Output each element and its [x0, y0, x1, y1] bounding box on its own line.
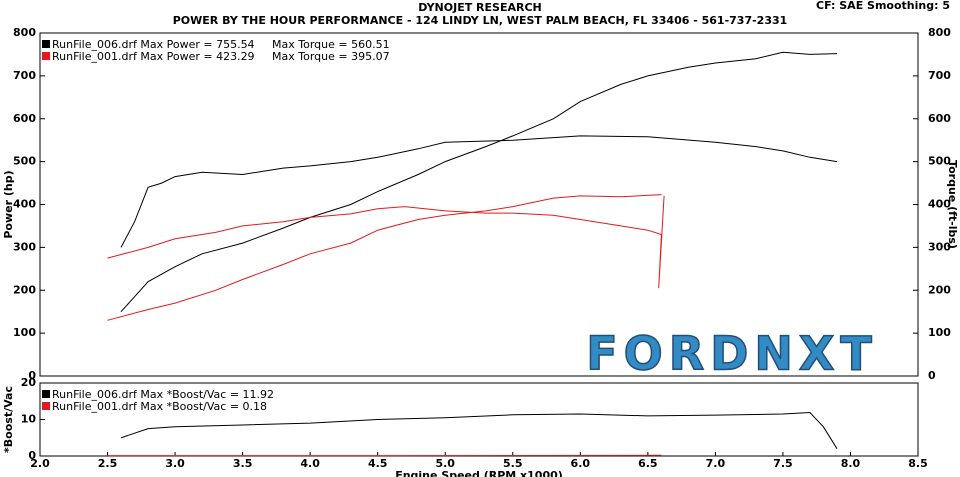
y-tick-label: 0	[28, 449, 36, 462]
y-tick-label: 20	[21, 376, 37, 389]
y-tick-label: 700	[13, 69, 36, 82]
settings: CF: SAE Smoothing: 5	[816, 0, 950, 12]
legend-label: RunFile_001.drf Max Power = 423.29	[52, 50, 255, 63]
x-tick-label: 8.5	[908, 457, 928, 470]
y2-tick-label: 200	[928, 283, 951, 296]
y-tick-label: 500	[13, 155, 36, 168]
y2-tick-label: 300	[928, 240, 951, 253]
legend-swatch	[42, 402, 50, 410]
y-axis-label: *Boost/Vac	[2, 386, 15, 453]
x-axis-label: Engine Speed (RPM x1000)	[395, 469, 563, 477]
x-tick-label: 6.5	[638, 457, 658, 470]
y-tick-label: 800	[13, 26, 36, 39]
legend-swatch	[42, 40, 50, 48]
y-tick-label: 400	[13, 198, 36, 211]
y-tick-label: 200	[13, 283, 36, 296]
y-tick-label: 100	[13, 326, 36, 339]
series-line	[120, 51, 838, 313]
x-tick-label: 2.5	[98, 457, 118, 470]
x-tick-label: 8.0	[841, 457, 861, 470]
y2-tick-label: 700	[928, 69, 951, 82]
legend-label: RunFile_006.drf Max Power = 755.54	[52, 38, 255, 51]
x-tick-label: 4.5	[368, 457, 388, 470]
legend-swatch	[42, 52, 50, 60]
x-tick-label: 6.0	[571, 457, 591, 470]
y-tick-label: 10	[21, 413, 37, 426]
y-axis-label: Power (hp)	[2, 170, 15, 238]
y2-tick-label: 400	[928, 198, 951, 211]
y2-tick-label: 800	[928, 26, 951, 39]
x-tick-label: 3.0	[165, 457, 185, 470]
y2-tick-label: 0	[928, 369, 936, 382]
series-line	[120, 411, 838, 449]
chart-title: DYNOJET RESEARCH	[418, 1, 541, 14]
watermark: FORDNXT	[586, 327, 877, 381]
series-line	[107, 195, 665, 289]
x-tick-label: 2.0	[30, 457, 50, 470]
y-tick-label: 600	[13, 112, 36, 125]
y2-axis-label: Torque (ft-lbs)	[946, 160, 959, 249]
series-line	[120, 135, 838, 248]
legend-label: Max Torque = 560.51	[272, 38, 390, 51]
legend-label: RunFile_006.drf Max *Boost/Vac = 11.92	[52, 388, 274, 401]
legend-label: Max Torque = 395.07	[272, 50, 390, 63]
y-tick-label: 300	[13, 240, 36, 253]
series-line	[107, 194, 662, 321]
x-tick-label: 5.5	[503, 457, 523, 470]
legend-swatch	[42, 390, 50, 398]
y-tick-label: 0	[28, 369, 36, 382]
x-tick-label: 7.5	[773, 457, 793, 470]
y2-tick-label: 500	[928, 155, 951, 168]
y2-tick-label: 100	[928, 326, 951, 339]
x-tick-label: 7.0	[706, 457, 726, 470]
y2-tick-label: 600	[928, 112, 951, 125]
chart-subtitle: POWER BY THE HOUR PERFORMANCE - 124 LIND…	[173, 14, 788, 27]
x-tick-label: 4.0	[300, 457, 320, 470]
x-tick-label: 3.5	[233, 457, 253, 470]
x-tick-label: 5.0	[435, 457, 455, 470]
legend-label: RunFile_001.drf Max *Boost/Vac = 0.18	[52, 400, 267, 413]
